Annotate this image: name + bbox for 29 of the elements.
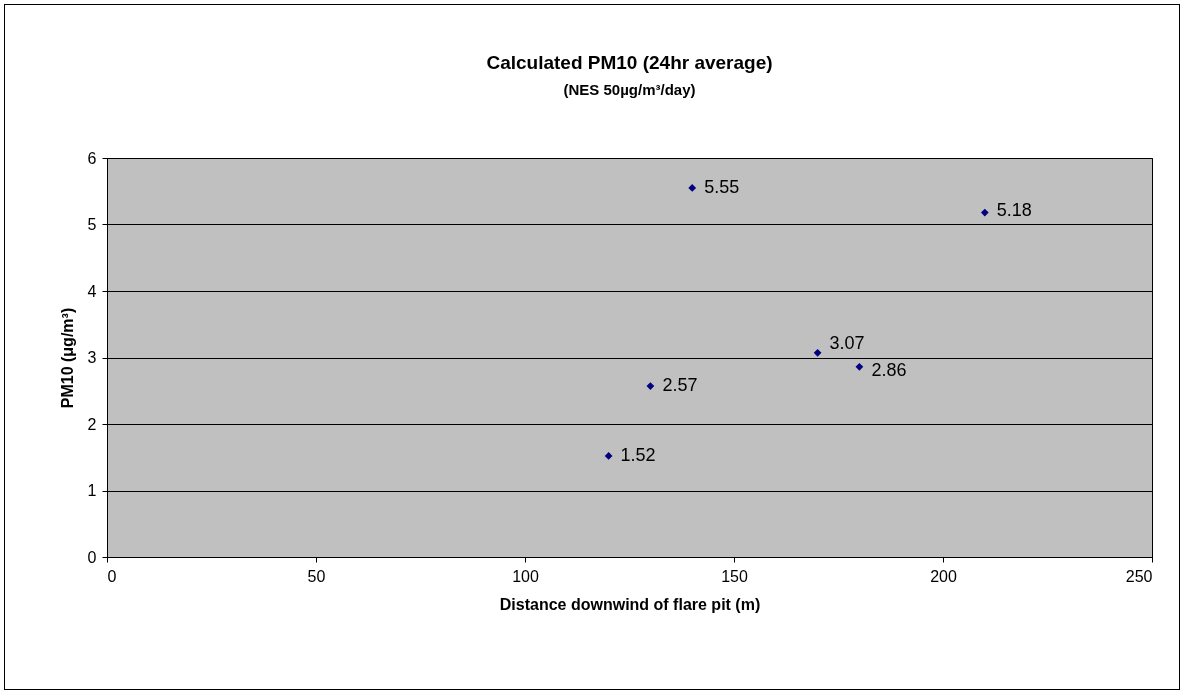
data-label: 1.52 [620, 444, 656, 465]
y-tick-label: 1 [87, 482, 97, 499]
data-label: 5.55 [704, 176, 740, 197]
data-label: 5.18 [996, 200, 1032, 221]
data-label: 2.86 [871, 359, 907, 380]
point [604, 452, 613, 460]
point [646, 382, 655, 390]
y-tick-label: 5 [87, 216, 97, 233]
data-label: 2.57 [662, 375, 698, 396]
y-axis-title: PM10 (μg/m³) [58, 307, 76, 409]
x-tick-label: 250 [1125, 567, 1153, 585]
y-tick-label: 0 [87, 548, 97, 566]
data-label: 3.07 [829, 333, 865, 354]
x-tick-label: 50 [307, 567, 326, 585]
point [855, 362, 864, 371]
chart-title: Calculated PM10 (24hr average) [486, 52, 773, 73]
x-tick-label: 0 [107, 567, 117, 585]
x-tick-label: 200 [930, 567, 957, 585]
y-tick-label: 4 [87, 282, 97, 300]
point [688, 184, 697, 192]
x-axis-title: Distance downwind of flare pit (m) [499, 595, 761, 613]
x-tick-label: 150 [721, 567, 748, 585]
y-tick-label: 2 [87, 415, 97, 433]
x-tick-label: 100 [512, 567, 539, 585]
y-tick-label: 3 [87, 349, 97, 366]
y-tick-label: 6 [87, 149, 97, 167]
point [813, 348, 822, 357]
point [980, 208, 989, 217]
chart-subtitle: (NES 50µg/m³/day) [563, 81, 696, 98]
